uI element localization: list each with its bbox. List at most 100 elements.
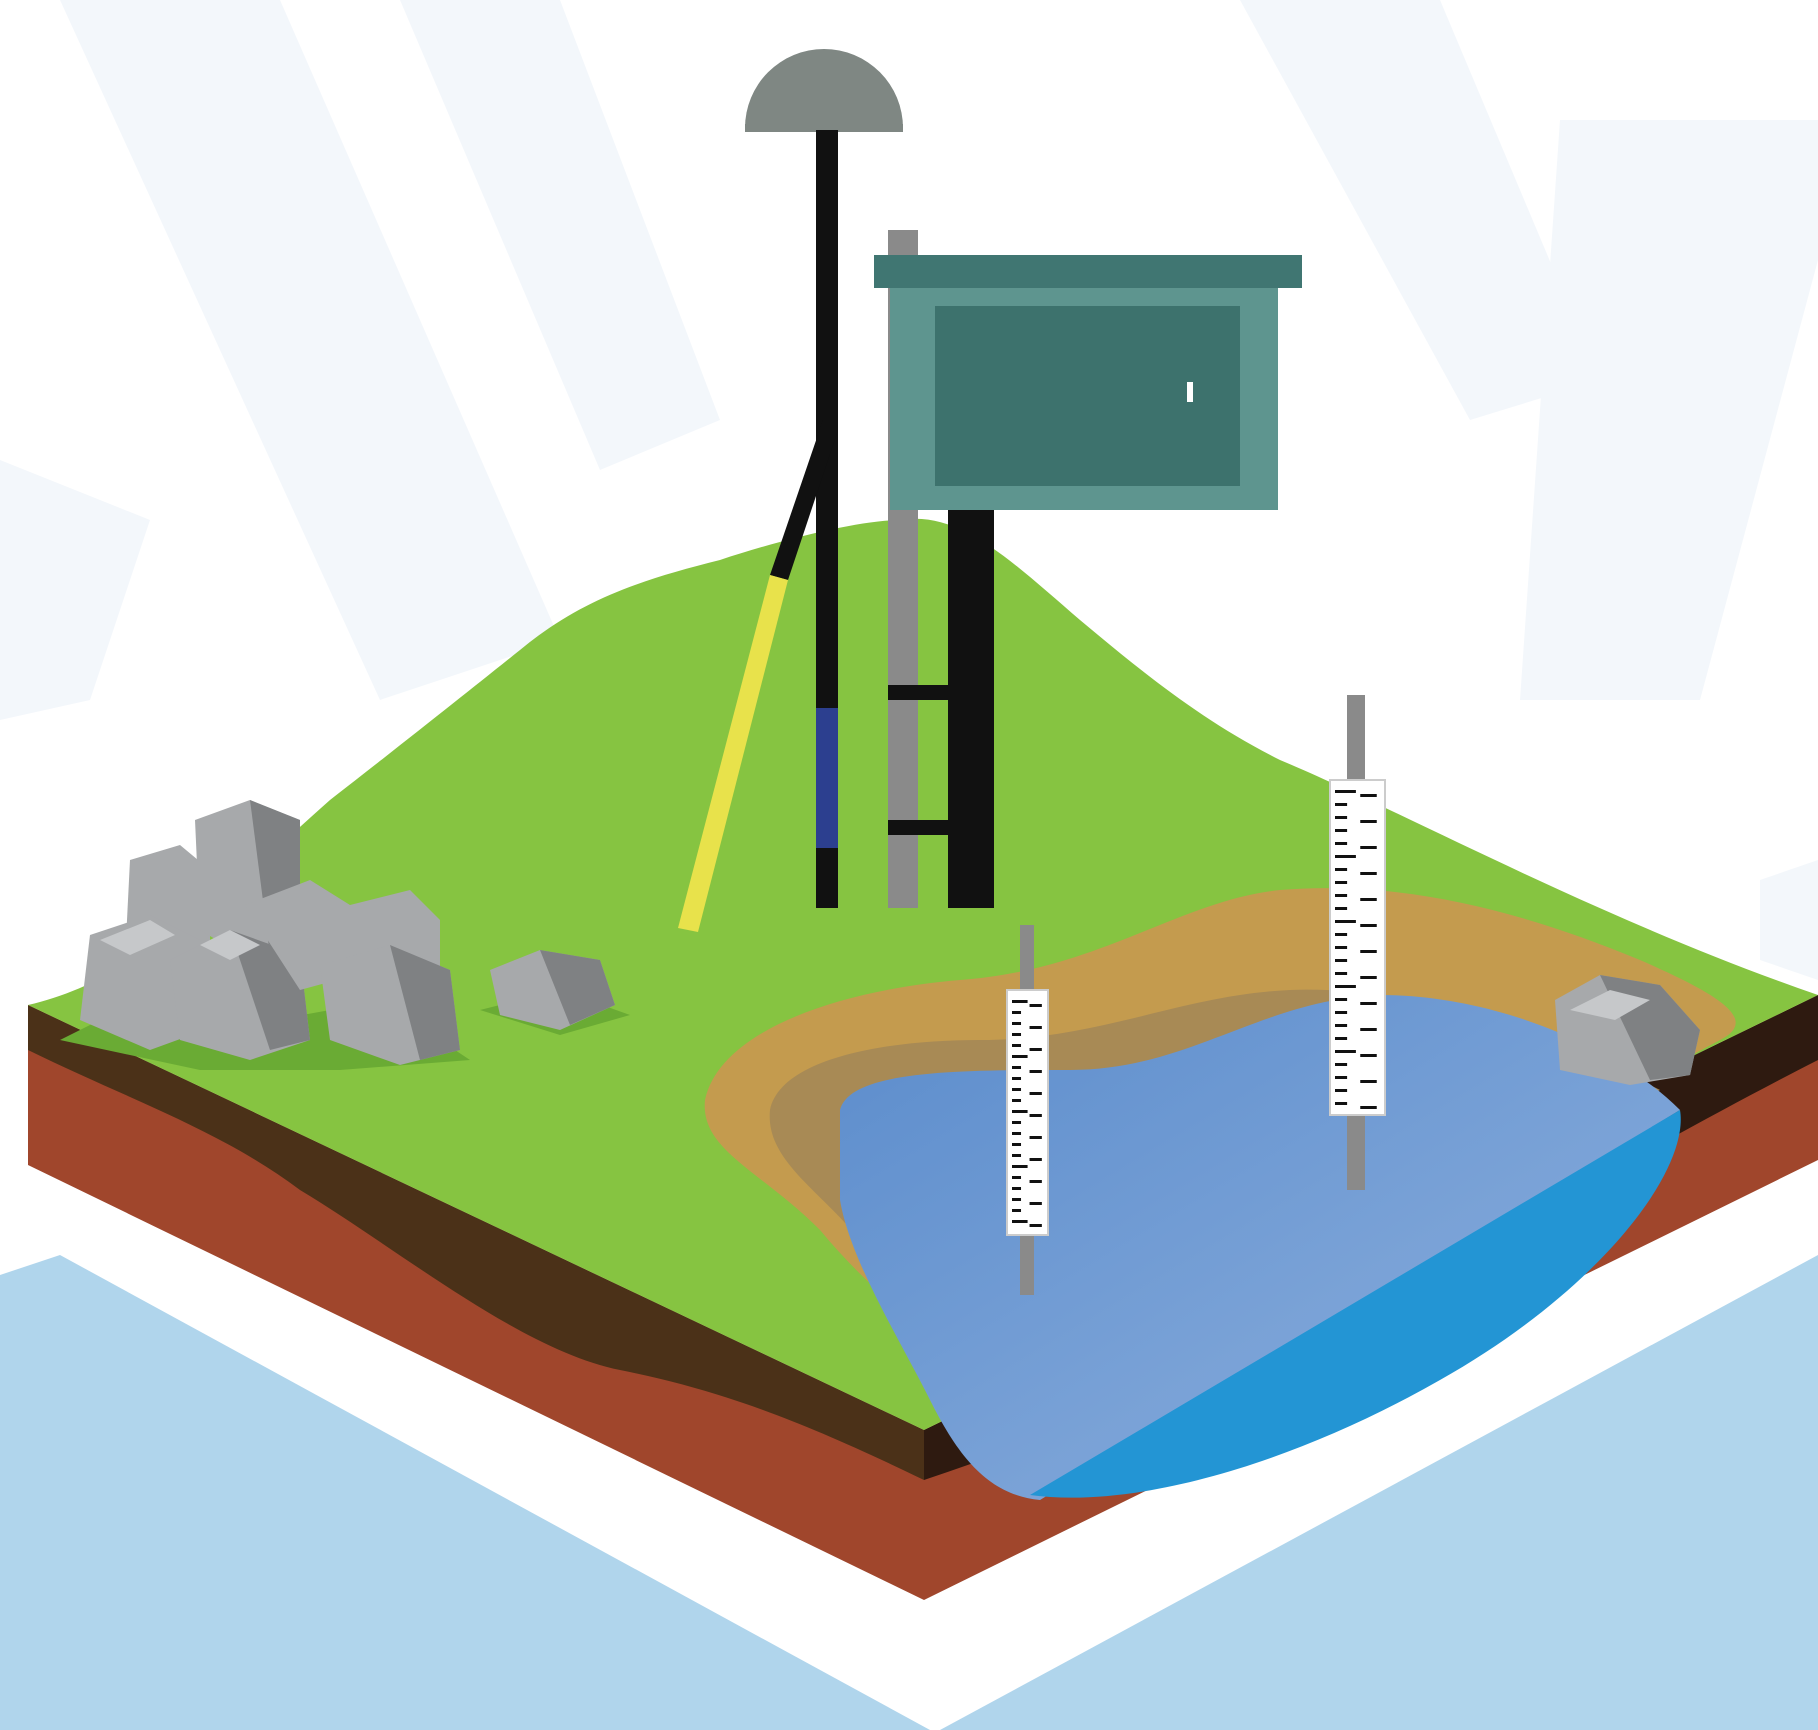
gauge-tick [1335, 855, 1356, 858]
antenna-pole-blue [816, 708, 838, 848]
staff-gauge-icon [1329, 695, 1386, 1190]
ladder-rung [888, 685, 994, 700]
gauge-tick [1012, 1022, 1022, 1025]
water-band-right [940, 1255, 1818, 1730]
sky-ray [1760, 860, 1818, 980]
gauge-tick [1335, 816, 1348, 819]
box-latch [1187, 382, 1193, 402]
gauge-tick [1360, 872, 1377, 875]
support-leg [770, 420, 838, 580]
gauge-tick [1029, 1114, 1042, 1117]
gauge-tick [1012, 1000, 1028, 1003]
gauge-tick [1335, 907, 1348, 910]
gauge-tick [1335, 829, 1348, 832]
antenna-base [745, 124, 903, 132]
gauge-tick [1360, 1080, 1377, 1083]
gauge-tick [1360, 794, 1377, 797]
gauge-tick [1335, 803, 1348, 806]
gauge-tick [1029, 1224, 1042, 1227]
gauge-tick [1029, 1158, 1042, 1161]
gauge-tick [1029, 1026, 1042, 1029]
gauge-marks [1335, 790, 1377, 1109]
gauge-tick [1360, 1106, 1377, 1109]
rock-pond-right [1555, 975, 1700, 1085]
gauge-tick [1012, 1165, 1028, 1168]
gauge-tick [1360, 976, 1377, 979]
gauge-tick [1335, 1037, 1348, 1040]
gauge-tick [1335, 998, 1348, 1001]
soil-dark-layer [28, 1005, 924, 1480]
gauge-tick [1335, 1050, 1356, 1053]
gauge-tick [1360, 924, 1377, 927]
staff-gauge-icon [1006, 925, 1049, 1295]
gauge-tick [1335, 920, 1356, 923]
gauge-tick [1335, 1063, 1348, 1066]
box-door [935, 306, 1240, 486]
gauge-tick [1012, 1220, 1028, 1223]
box-leg-black [948, 510, 994, 908]
gauge-tick [1335, 946, 1348, 949]
gauge-tick [1012, 1176, 1022, 1179]
rock-small-center [480, 950, 630, 1035]
gauge-tick [1029, 1180, 1042, 1183]
gauge-tick [1335, 972, 1348, 975]
gauge-tick [1012, 1143, 1022, 1146]
antenna-pole [816, 130, 838, 708]
rock-cluster-icon [60, 800, 470, 1070]
gauge-tick [1335, 790, 1356, 793]
gauge-tick [1360, 1054, 1377, 1057]
water-band-left [0, 1255, 930, 1730]
gauge-tick [1360, 846, 1377, 849]
gauge-tick [1012, 1110, 1028, 1113]
antenna-dome [745, 49, 903, 128]
sky-ray [60, 0, 560, 700]
gauge-tick [1335, 1011, 1348, 1014]
gauge-tick [1029, 1070, 1042, 1073]
gauge-tick [1335, 1089, 1348, 1092]
sky-ray [0, 460, 150, 720]
gauge-marks [1012, 1000, 1042, 1227]
box-roof [874, 255, 1302, 288]
gauge-tick [1012, 1077, 1022, 1080]
gauge-tick [1012, 1011, 1022, 1014]
gauge-tick [1029, 1202, 1042, 1205]
support-leg-yellow [678, 575, 788, 932]
gauge-tick [1012, 1099, 1022, 1102]
gauge-tick [1335, 959, 1348, 962]
gauge-tick [1335, 842, 1348, 845]
gauge-tick [1012, 1154, 1022, 1157]
sky-ray [400, 0, 720, 470]
gauge-tick [1012, 1055, 1028, 1058]
rock-highlight [200, 930, 260, 960]
gauge-tick [1335, 933, 1348, 936]
rock-highlight [1570, 990, 1650, 1020]
gauge-tick [1335, 985, 1356, 988]
gauge-tick [1012, 1132, 1022, 1135]
ladder-rung [888, 820, 994, 835]
rock [245, 880, 355, 990]
rock [390, 945, 460, 1060]
gauge-tick [1335, 1024, 1348, 1027]
gauge-tick [1335, 894, 1348, 897]
gauge-tick [1029, 1136, 1042, 1139]
gauge-tick [1012, 1088, 1022, 1091]
gauge-tick [1012, 1033, 1022, 1036]
gauge-tick [1012, 1044, 1022, 1047]
gauge-tick [1335, 868, 1348, 871]
sky-ray [1240, 0, 1600, 420]
gauge-tick [1360, 820, 1377, 823]
gauge-tick [1360, 950, 1377, 953]
gauge-tick [1360, 1002, 1377, 1005]
gauge-tick [1012, 1187, 1022, 1190]
pond-water [840, 995, 1680, 1500]
sky-ray [1520, 120, 1818, 700]
rock [80, 915, 205, 1050]
gauge-tick [1335, 1102, 1348, 1105]
gauge-tick [1012, 1198, 1022, 1201]
rock [540, 950, 615, 1025]
gauge-tick [1360, 1028, 1377, 1031]
base-water [0, 1255, 1818, 1730]
gauge-tick [1360, 898, 1377, 901]
pond-edge [1030, 1110, 1681, 1498]
